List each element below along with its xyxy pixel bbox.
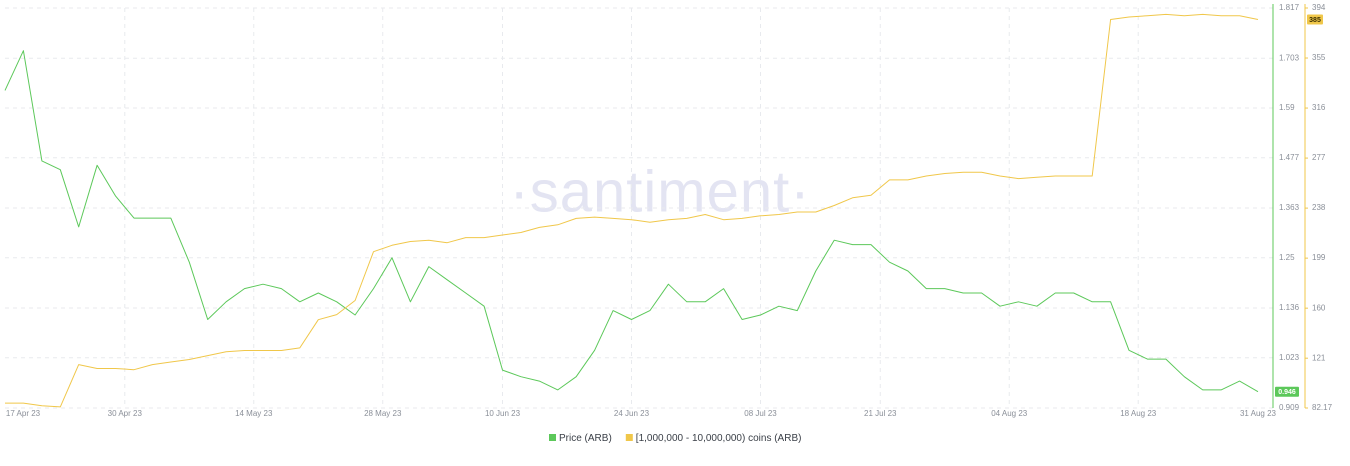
y2-tick-label: 316 <box>1312 103 1326 112</box>
series-line <box>5 13 1259 408</box>
x-tick-label: 10 Jun 23 <box>485 409 521 418</box>
last-value-badge <box>1275 386 1299 397</box>
legend-label: Price (ARB) <box>559 433 612 444</box>
x-tick-label: 18 Aug 23 <box>1120 409 1157 418</box>
y2-tick-label: 394 <box>1312 3 1326 12</box>
last-value-label: 0.946 <box>1278 389 1296 396</box>
y2-tick-label: 121 <box>1312 353 1326 362</box>
y-tick-label: 1.25 <box>1279 253 1295 262</box>
series-line <box>4 50 1259 393</box>
x-tick-label: 04 Aug 23 <box>991 409 1028 418</box>
y-tick-label: 1.59 <box>1279 103 1295 112</box>
x-tick-label: 21 Jul 23 <box>864 409 897 418</box>
y2-tick-label: 82.17 <box>1312 403 1333 412</box>
y2-tick-label: 277 <box>1312 153 1326 162</box>
x-tick-label: 17 Apr 23 <box>6 409 41 418</box>
y-tick-label: 1.363 <box>1279 203 1300 212</box>
x-tick-label: 28 May 23 <box>364 409 402 418</box>
y-tick-label: 1.817 <box>1279 3 1300 12</box>
legend: Price (ARB) [1,000,000 - 10,000,000) coin… <box>549 433 801 444</box>
x-tick-label: 08 Jul 23 <box>744 409 777 418</box>
y-tick-label: 1.136 <box>1279 303 1300 312</box>
y2-tick-label: 199 <box>1312 253 1326 262</box>
x-tick-label: 31 Aug 23 <box>1240 409 1277 418</box>
y-tick-label: 1.477 <box>1279 153 1300 162</box>
legend-swatch <box>625 434 633 441</box>
x-tick-label: 30 Apr 23 <box>108 409 143 418</box>
legend-label: [1,000,000 - 10,000,000) coins (ARB) <box>636 433 802 444</box>
y2-tick-label: 160 <box>1312 303 1326 312</box>
y-tick-label: 0.909 <box>1279 403 1300 412</box>
x-tick-label: 14 May 23 <box>235 409 273 418</box>
watermark: ·santiment· <box>509 159 810 224</box>
y2-tick-label: 355 <box>1312 53 1326 62</box>
y-tick-label: 1.023 <box>1279 353 1300 362</box>
y2-tick-label: 238 <box>1312 203 1326 212</box>
y-tick-label: 1.703 <box>1279 53 1300 62</box>
last-value-label: 385 <box>1309 17 1321 24</box>
last-value-badge <box>1307 14 1323 25</box>
legend-swatch <box>549 434 556 441</box>
x-tick-label: 24 Jun 23 <box>614 409 650 418</box>
